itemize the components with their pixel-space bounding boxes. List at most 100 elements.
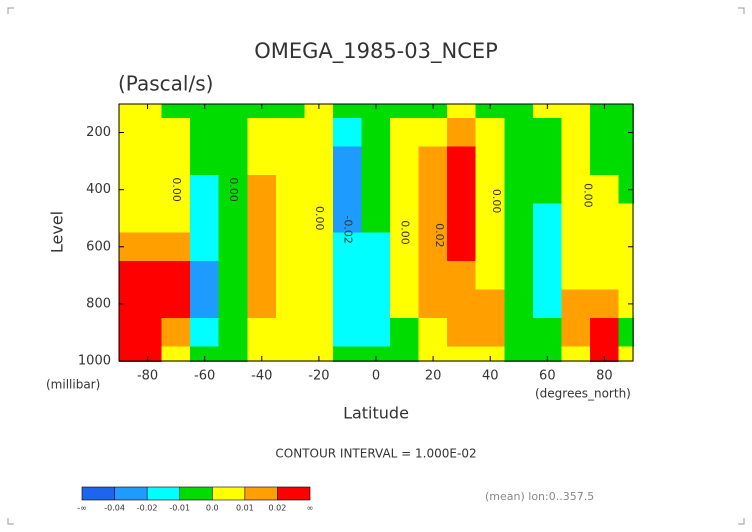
contour-cell xyxy=(190,175,220,205)
colorbar-swatch xyxy=(114,487,148,500)
contour-cell xyxy=(275,118,306,148)
contour-cell xyxy=(304,146,334,177)
contour-cell xyxy=(332,103,363,120)
contour-cell xyxy=(275,289,306,319)
contour-label: 0.00 xyxy=(313,206,326,231)
contour-cell xyxy=(332,146,363,177)
contour-cell xyxy=(118,203,135,234)
contour-cell xyxy=(304,260,334,291)
contour-cell xyxy=(247,289,277,319)
contour-cell xyxy=(133,289,163,319)
contour-cell xyxy=(161,103,192,120)
contour-cell xyxy=(190,260,220,291)
contour-cell xyxy=(504,175,534,205)
contour-cell xyxy=(447,175,477,205)
chart-title: OMEGA_1985-03_NCEP xyxy=(254,39,498,64)
y-axis-units: (millibar) xyxy=(46,378,100,392)
contour-cell xyxy=(218,103,249,120)
corner-mark xyxy=(7,7,14,14)
contour-cell xyxy=(275,146,306,177)
contour-cell xyxy=(504,103,534,120)
x-tick-label: 0 xyxy=(372,369,380,384)
contour-cell xyxy=(447,289,477,319)
contour-cell xyxy=(161,203,192,234)
contour-cell xyxy=(332,346,363,362)
contour-cell xyxy=(418,260,449,291)
colorbar-swatch xyxy=(244,487,278,500)
y-axis-label: Level xyxy=(48,211,67,253)
colorbar-swatch xyxy=(147,487,180,500)
contour-label: 0.00 xyxy=(170,177,183,202)
contour-cell xyxy=(133,203,163,234)
x-tick-label: 80 xyxy=(596,369,613,384)
x-tick-label: 60 xyxy=(539,369,556,384)
contour-label: 0.02 xyxy=(433,223,446,248)
contour-cell xyxy=(390,103,420,120)
contour-cell xyxy=(532,317,563,348)
contour-cell xyxy=(532,118,563,148)
contour-cell xyxy=(275,175,306,205)
contour-cell xyxy=(361,175,392,205)
contour-cell xyxy=(361,146,392,177)
footer-note: (mean) lon:0..357.5 xyxy=(485,490,594,503)
contour-cell xyxy=(475,232,506,262)
contour-cell xyxy=(475,289,506,319)
contour-cell xyxy=(418,118,449,148)
y-tick-label: 400 xyxy=(86,182,111,197)
contour-cell xyxy=(361,260,392,291)
contour-cell xyxy=(218,346,249,362)
contour-cell xyxy=(589,260,620,291)
contour-cell xyxy=(118,103,135,120)
contour-cell xyxy=(118,146,135,177)
contour-cell xyxy=(247,317,277,348)
contour-cell xyxy=(561,232,591,262)
contour-cell xyxy=(304,232,334,262)
contour-cell xyxy=(304,317,334,348)
contour-cell xyxy=(475,317,506,348)
contour-cell xyxy=(418,203,449,234)
contour-cell xyxy=(418,317,449,348)
contour-field xyxy=(118,103,634,362)
contour-cell xyxy=(275,346,306,362)
contour-label: -0.02 xyxy=(341,215,354,243)
colorbar-tick-label: -0.04 xyxy=(104,504,125,513)
contour-cell xyxy=(589,175,620,205)
x-axis-units: (degrees_north) xyxy=(535,387,631,401)
x-tick-label: -60 xyxy=(194,369,215,384)
colorbar-swatch xyxy=(212,487,245,500)
contour-cell xyxy=(561,146,591,177)
colorbar-tick-label: 0.01 xyxy=(236,504,254,513)
contour-cell xyxy=(247,175,277,205)
contour-cell xyxy=(218,260,249,291)
contour-cell xyxy=(589,317,620,348)
contour-cell xyxy=(447,146,477,177)
contour-cell xyxy=(561,203,591,234)
contour-cell xyxy=(561,118,591,148)
contour-cell xyxy=(447,103,477,120)
contour-cell xyxy=(304,175,334,205)
contour-cell xyxy=(133,175,163,205)
y-tick-label: 200 xyxy=(86,125,111,140)
contour-cell xyxy=(133,232,163,262)
contour-cell xyxy=(475,260,506,291)
contour-cell xyxy=(332,175,363,205)
colorbar-swatch xyxy=(82,487,115,500)
contour-cell xyxy=(133,118,163,148)
contour-cell xyxy=(447,118,477,148)
contour-cell xyxy=(475,146,506,177)
contour-cell xyxy=(618,346,634,362)
contour-cell xyxy=(361,232,392,262)
y-tick-label: 800 xyxy=(86,296,111,311)
contour-cell xyxy=(390,289,420,319)
contour-cell xyxy=(218,118,249,148)
contour-cell xyxy=(532,260,563,291)
contour-cell xyxy=(618,103,634,120)
contour-cell xyxy=(247,118,277,148)
contour-cell xyxy=(504,146,534,177)
colorbar-tick-label: ∞ xyxy=(307,504,314,513)
colorbar-tick-label: 0.02 xyxy=(269,504,287,513)
contour-cell xyxy=(447,346,477,362)
contour-cell xyxy=(332,118,363,148)
contour-cell xyxy=(218,175,249,205)
contour-cell xyxy=(161,317,192,348)
